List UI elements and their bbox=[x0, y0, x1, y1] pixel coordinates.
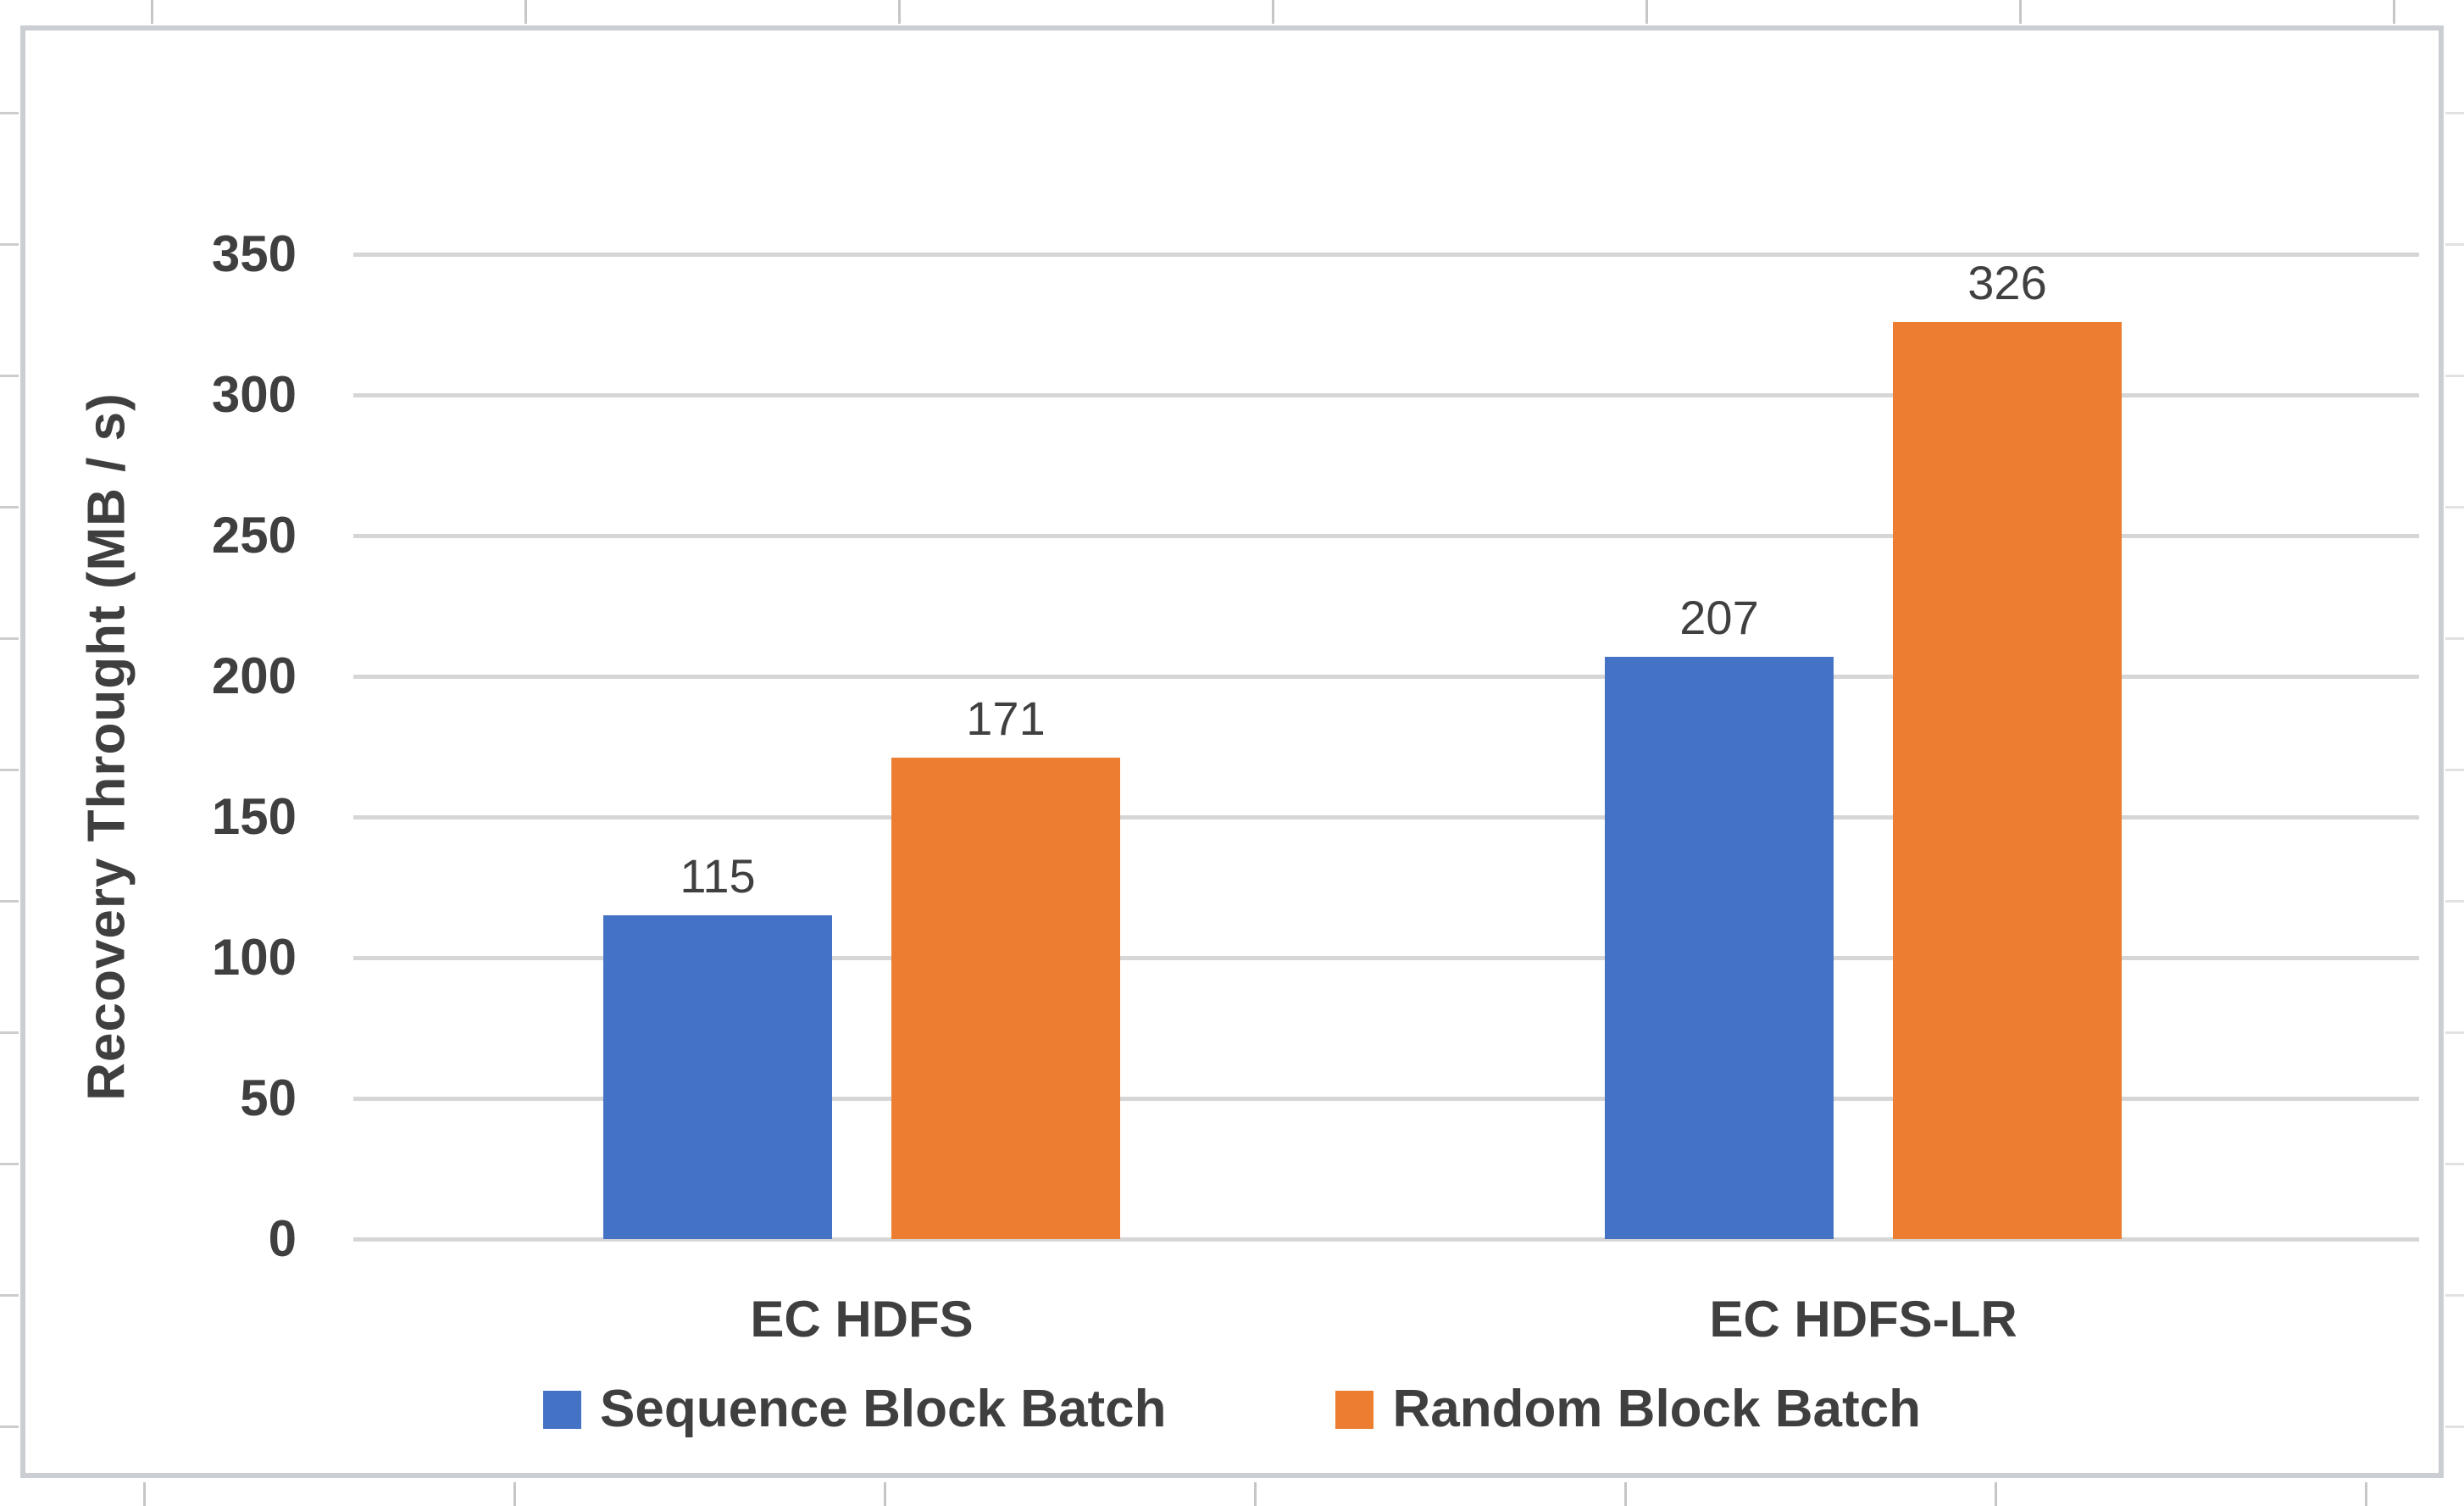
ruler-tick bbox=[2445, 900, 2464, 903]
ruler-tick bbox=[0, 1294, 19, 1297]
ruler-tick bbox=[1272, 0, 1274, 24]
bar-value-label: 115 bbox=[680, 849, 756, 903]
ruler-tick bbox=[2445, 1294, 2464, 1297]
bar-with-label: 207 bbox=[1605, 590, 1834, 1239]
ruler-tick bbox=[2445, 243, 2464, 246]
y-tick-label: 300 bbox=[211, 366, 297, 423]
legend-item-label: Random Block Batch bbox=[1392, 1380, 1921, 1438]
ruler-tick bbox=[1645, 0, 1648, 24]
gridline-300 bbox=[353, 393, 2419, 397]
ruler-tick bbox=[151, 0, 153, 24]
gridline-150 bbox=[353, 815, 2419, 820]
legend-swatch bbox=[1335, 1390, 1374, 1429]
legend-item: Sequence Block Batch bbox=[543, 1383, 1166, 1436]
ruler-tick bbox=[2445, 637, 2464, 640]
ruler-tick bbox=[0, 1031, 19, 1034]
bar-value-label: 326 bbox=[1967, 255, 2047, 309]
ruler-tick bbox=[2445, 1425, 2464, 1428]
bar-group-2: 207 326 bbox=[1601, 255, 2126, 1239]
ruler-tick bbox=[1624, 1482, 1627, 1506]
gridline-250 bbox=[353, 534, 2419, 538]
ruler-tick bbox=[0, 900, 19, 903]
y-tick-label: 200 bbox=[211, 647, 297, 704]
bar-with-label: 326 bbox=[1893, 255, 2122, 1239]
ruler-tick bbox=[898, 0, 901, 24]
bar-group-1: 115 171 bbox=[599, 695, 1124, 1239]
category-label: EC HDFS bbox=[750, 1291, 974, 1348]
bar-with-label: 115 bbox=[603, 853, 832, 1239]
chart-frame: Recovery Throught (MB / s) 350 300 250 200 1… bbox=[20, 25, 2444, 1478]
ruler-tick bbox=[0, 112, 19, 114]
y-tick-label: 250 bbox=[211, 507, 297, 564]
ruler-tick bbox=[2445, 112, 2464, 114]
ruler-tick bbox=[884, 1482, 886, 1506]
gridline-200 bbox=[353, 675, 2419, 679]
ruler-tick bbox=[2445, 1031, 2464, 1034]
ruler-tick bbox=[2445, 375, 2464, 377]
bar-sequence-block-batch bbox=[603, 915, 832, 1239]
ruler-tick bbox=[0, 1163, 19, 1165]
gridline-350 bbox=[353, 253, 2419, 257]
ruler-tick bbox=[2445, 1163, 2464, 1165]
legend-swatch bbox=[543, 1390, 581, 1429]
ruler-tick bbox=[2365, 1482, 2367, 1506]
ruler-tick bbox=[0, 506, 19, 508]
y-tick-label: 50 bbox=[240, 1070, 297, 1126]
gridline-100 bbox=[353, 956, 2419, 960]
ruler-tick bbox=[2445, 769, 2464, 771]
ruler-tick bbox=[0, 769, 19, 771]
bar-random-block-batch bbox=[1893, 321, 2122, 1239]
bar-sequence-block-batch bbox=[1605, 656, 1834, 1239]
ruler-tick bbox=[2445, 506, 2464, 508]
y-tick-label: 0 bbox=[268, 1210, 297, 1267]
y-axis-title: Recovery Throught (MB / s) bbox=[77, 392, 136, 1101]
category-label: EC HDFS-LR bbox=[1709, 1291, 2017, 1348]
legend: Sequence Block Batch Random Block Batch bbox=[25, 1383, 2439, 1436]
legend-item: Random Block Batch bbox=[1335, 1383, 1921, 1436]
y-tick-label: 150 bbox=[211, 788, 297, 845]
ruler-tick bbox=[0, 637, 19, 640]
gridline-0 bbox=[353, 1237, 2419, 1242]
ruler-tick bbox=[2393, 0, 2395, 24]
ruler-tick bbox=[0, 1425, 19, 1428]
bar-value-label: 171 bbox=[966, 692, 1046, 746]
bar-random-block-batch bbox=[891, 758, 1120, 1239]
gridline-50 bbox=[353, 1097, 2419, 1101]
bar-value-label: 207 bbox=[1679, 590, 1759, 644]
ruler-tick bbox=[1995, 1482, 1997, 1506]
ruler-tick bbox=[524, 0, 527, 24]
y-tick-label: 350 bbox=[211, 225, 297, 282]
y-tick-label: 100 bbox=[211, 929, 297, 986]
ruler-tick bbox=[0, 375, 19, 377]
ruler-tick bbox=[1254, 1482, 1257, 1506]
bar-with-label: 171 bbox=[891, 695, 1120, 1239]
ruler-tick bbox=[0, 243, 19, 246]
legend-item-label: Sequence Block Batch bbox=[600, 1380, 1167, 1438]
ruler-tick bbox=[513, 1482, 516, 1506]
ruler-tick bbox=[2019, 0, 2022, 24]
plot-area: 115 171 207 326 bbox=[353, 253, 2419, 1242]
ruler-tick bbox=[143, 1482, 146, 1506]
